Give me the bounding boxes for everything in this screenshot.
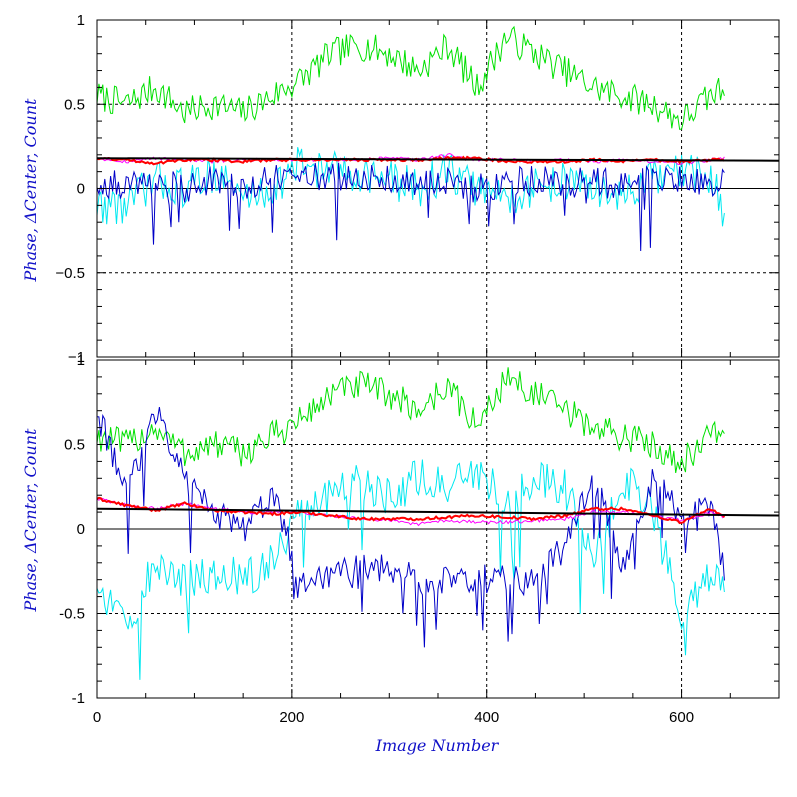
series-line	[96, 507, 780, 517]
x-tick-label: 200	[279, 709, 304, 726]
x-tick-label: 400	[474, 709, 499, 726]
y-tick-label: 0.5	[64, 437, 85, 454]
x-axis-label: Image Number	[375, 736, 500, 755]
y-tick-label: −0.5	[55, 265, 85, 282]
bottom-panel: -1 -0.5 0 0.5 1 0 200 400 600 Phase, ΔCenter, Cou…	[21, 352, 780, 726]
y-tick-label: -0.5	[59, 606, 85, 623]
y-tick-label: 1	[77, 352, 85, 369]
y-tick-label: −1	[68, 349, 85, 366]
x-tick-label: 0	[93, 709, 101, 726]
series-line	[96, 25, 725, 130]
top-panel: −1 −0.5 0 0.5 1 Phase, ΔCenter, Count	[21, 12, 780, 366]
y-tick-label: 0	[77, 181, 85, 198]
y-tick-label: 1	[77, 12, 85, 29]
y-tick-label: -1	[72, 690, 85, 707]
series-line	[96, 496, 726, 525]
x-tick-label: 600	[669, 709, 694, 726]
series-line	[96, 157, 780, 162]
series-line	[96, 162, 725, 252]
y-tick-label: 0.5	[64, 96, 85, 113]
y-axis-label: Phase, ΔCenter, Count	[21, 98, 40, 282]
y-tick-label: 0	[77, 521, 85, 538]
series-line	[96, 459, 725, 680]
series-line	[96, 367, 725, 473]
y-axis-label: Phase, ΔCenter, Count	[21, 428, 40, 612]
series-line	[96, 407, 725, 648]
